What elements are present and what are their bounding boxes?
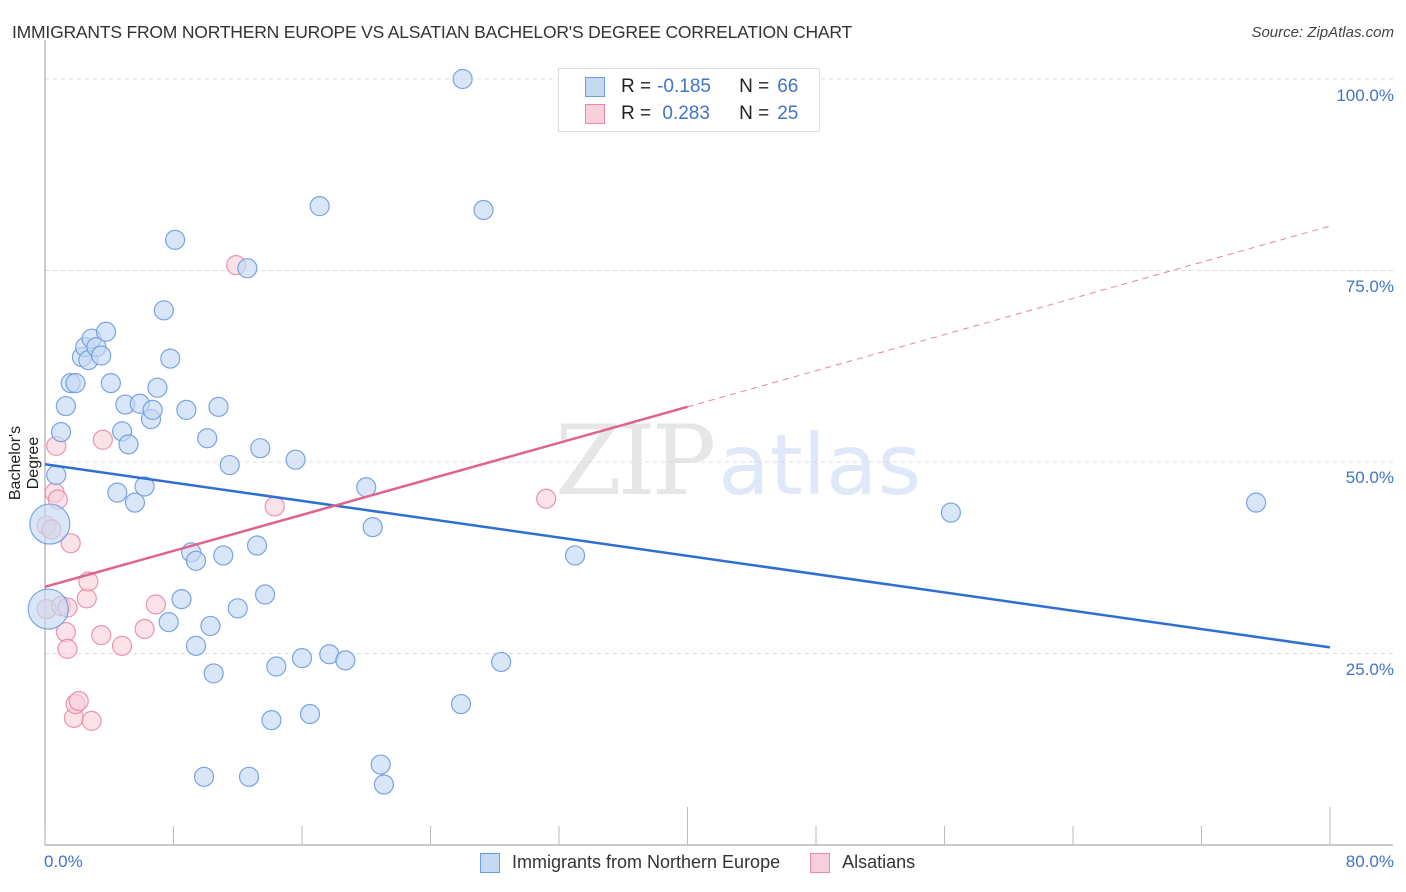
data-point (452, 68, 473, 90)
n-label: N = (739, 76, 770, 97)
data-point (473, 199, 494, 221)
data-point (193, 766, 215, 787)
data-point (185, 550, 207, 571)
data-point (238, 766, 260, 787)
data-point (118, 434, 139, 455)
data-point (450, 693, 472, 715)
data-point (203, 663, 224, 684)
data-point (65, 373, 86, 394)
trend-line-northern-europe (44, 463, 1331, 649)
data-point (100, 373, 121, 394)
data-point (145, 594, 166, 615)
data-point (142, 399, 163, 421)
data-point (46, 464, 67, 486)
series-legend: Immigrants from Northern Europe Alsatian… (480, 852, 945, 873)
data-point (309, 196, 330, 217)
y-tick-100: 100.0% (1336, 86, 1394, 105)
legend-item-alsatians[interactable]: Alsatians (810, 852, 915, 873)
data-point (291, 647, 313, 669)
data-point (107, 482, 128, 503)
data-point (60, 533, 81, 554)
data-point (160, 348, 181, 369)
data-point (370, 754, 391, 775)
r-label: R = (621, 76, 652, 97)
data-point (254, 584, 276, 605)
data-point (165, 229, 186, 250)
legend-row-northern-europe: R = -0.185 N = 66 (585, 75, 798, 99)
data-point (95, 321, 117, 342)
pink-swatch-icon (810, 852, 831, 873)
correlation-legend: R = -0.185 N = 66 R = 0.283 N = 25 (558, 68, 820, 132)
data-point (264, 496, 285, 517)
legend-label: Immigrants from Northern Europe (512, 852, 781, 872)
data-point (91, 345, 112, 366)
data-point (1246, 492, 1267, 513)
data-point (55, 395, 76, 417)
data-point (134, 618, 155, 640)
y-tick-50: 50.0% (1345, 468, 1394, 487)
data-point (491, 651, 512, 673)
source-label: Source: ZipAtlas.com (1251, 24, 1394, 41)
data-point (362, 517, 383, 538)
data-point (335, 650, 356, 671)
data-point (536, 488, 557, 509)
legend-label: Alsatians (842, 852, 916, 872)
trend-line-alsatians (44, 405, 688, 589)
blue-swatch-icon (585, 77, 605, 97)
r-label: R = (621, 103, 652, 124)
data-point (92, 429, 113, 450)
legend-item-northern-europe[interactable]: Immigrants from Northern Europe (480, 852, 780, 873)
data-point (564, 545, 586, 566)
data-point (158, 611, 179, 633)
data-point (176, 399, 197, 421)
data-point (153, 300, 174, 321)
data-point (219, 454, 240, 476)
data-point (185, 635, 207, 656)
data-point (200, 615, 221, 637)
data-point (27, 588, 69, 630)
data-point (250, 438, 271, 459)
r-value: -0.185 (657, 76, 711, 97)
r-value: 0.283 (657, 103, 710, 124)
x-tick-0: 0.0% (44, 852, 83, 871)
legend-row-alsatians: R = 0.283 N = 25 (585, 102, 798, 126)
trend-line-alsatians-extrapolated (687, 225, 1331, 408)
data-point (76, 588, 97, 609)
chart-title: IMMIGRANTS FROM NORTHERN EUROPE VS ALSAT… (12, 22, 852, 42)
data-point (81, 710, 102, 732)
data-point (237, 258, 258, 279)
data-point (171, 589, 192, 610)
y-tick-75: 75.0% (1345, 277, 1394, 296)
data-point (29, 503, 71, 545)
data-point (147, 377, 168, 398)
data-point (57, 638, 78, 660)
data-point (111, 635, 133, 656)
data-point (940, 502, 962, 523)
data-point (208, 396, 229, 417)
data-point (285, 449, 306, 470)
data-point (266, 656, 287, 677)
data-point (124, 492, 146, 513)
data-point (246, 535, 268, 556)
n-value: 66 (777, 76, 799, 97)
data-point (134, 476, 155, 497)
pink-swatch-icon (585, 104, 605, 124)
y-tick-25: 25.0% (1345, 660, 1394, 679)
data-point (50, 422, 72, 443)
n-label: N = (739, 103, 770, 124)
y-axis-label: Bachelor's Degree (7, 425, 42, 501)
data-point (299, 703, 321, 725)
data-point (227, 598, 248, 619)
data-point (373, 774, 395, 795)
n-value: 25 (777, 103, 799, 124)
data-point (197, 428, 218, 449)
data-point (261, 710, 282, 731)
x-tick-80: 80.0% (1345, 852, 1394, 871)
blue-swatch-icon (480, 852, 500, 873)
data-point (213, 545, 234, 566)
data-point (68, 690, 89, 712)
data-point (91, 625, 112, 646)
